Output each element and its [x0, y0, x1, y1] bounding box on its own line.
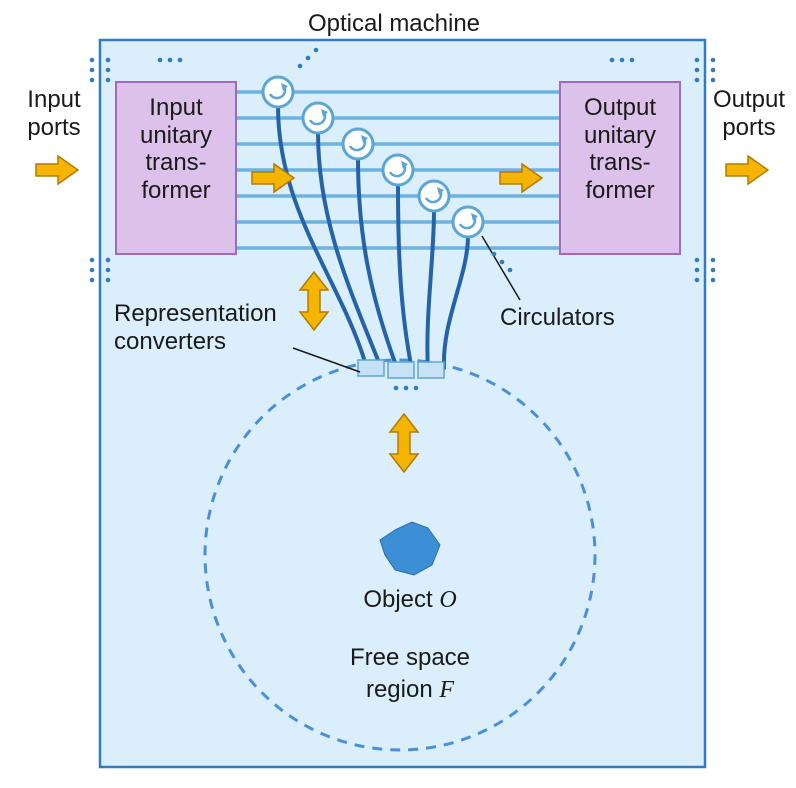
- diagram-canvas: Optical machine Input ports Output ports…: [0, 0, 796, 783]
- free-space-label: Free space: [300, 644, 520, 672]
- input-transformer-label: Input unitary trans- former: [116, 94, 236, 204]
- output-transformer-label: Output unitary trans- former: [560, 94, 680, 204]
- circulator: [453, 207, 483, 237]
- input-arrow-icon: [36, 156, 78, 184]
- output-ports-label: Output ports: [702, 86, 796, 141]
- optical-machine-label: Optical machine: [264, 10, 524, 38]
- circulators-label: Circulators: [500, 304, 700, 332]
- object-label: Object O: [310, 586, 510, 615]
- input-ports-label: Input ports: [10, 86, 98, 141]
- representation-converters-label: Representation converters: [114, 300, 314, 355]
- circulator: [383, 155, 413, 185]
- circulator: [263, 77, 293, 107]
- circulator: [303, 103, 333, 133]
- converter-boxes: [358, 360, 444, 378]
- circulator: [419, 181, 449, 211]
- circulator: [343, 129, 373, 159]
- output-arrow-icon: [726, 156, 768, 184]
- region-label: region F: [300, 676, 520, 705]
